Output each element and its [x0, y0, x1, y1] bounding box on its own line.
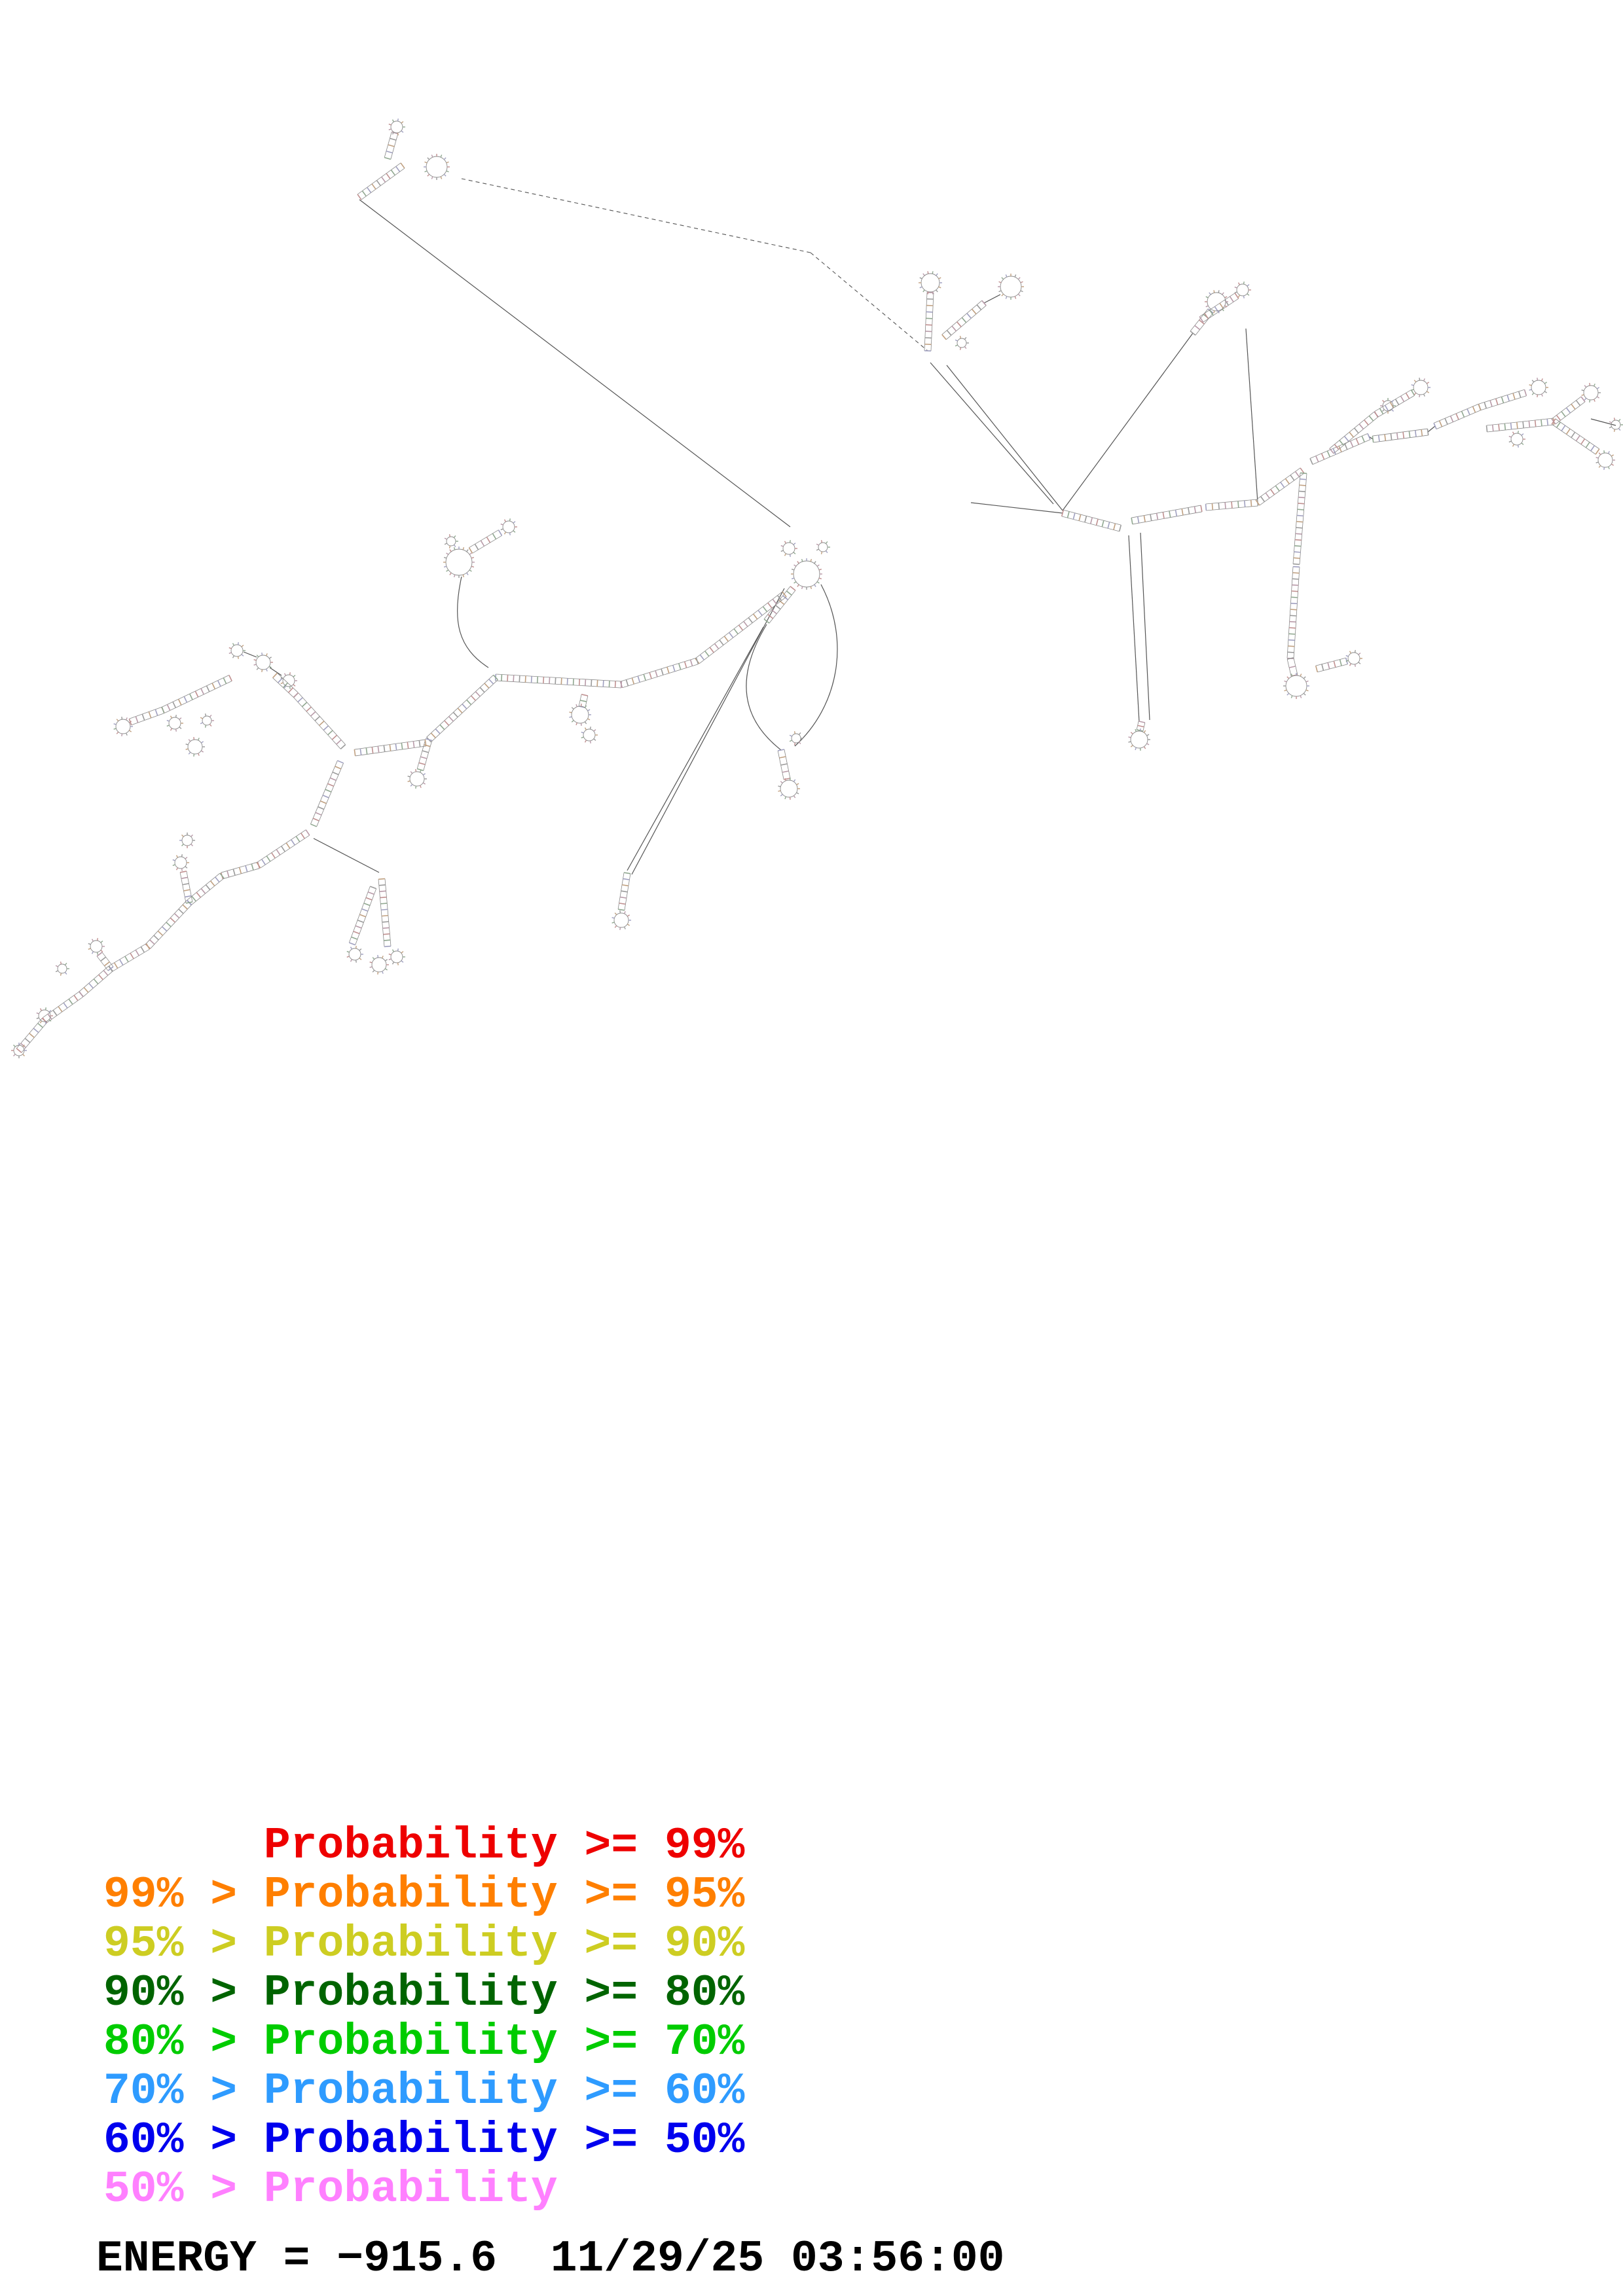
energy-caption: ENERGY = −915.6 11/29/25 03:56:00 — [96, 2234, 1005, 2284]
legend-row-95: 99% > Probability >= 95% — [103, 1870, 745, 1920]
legend-row-below: 50% > Probability — [103, 2164, 558, 2215]
legend-row-60: 70% > Probability >= 60% — [103, 2066, 745, 2117]
legend-row-90: 95% > Probability >= 90% — [103, 1919, 745, 1969]
legend-row-99: Probability >= 99% — [103, 1821, 745, 1871]
rna-structure-plot — [11, 118, 1623, 1058]
legend-row-50: 60% > Probability >= 50% — [103, 2115, 745, 2166]
legend-row-70: 80% > Probability >= 70% — [103, 2017, 745, 2068]
legend-row-80: 90% > Probability >= 80% — [103, 1968, 745, 2018]
probability-legend: Probability >= 99% 99% > Probability >= … — [103, 1821, 744, 2214]
